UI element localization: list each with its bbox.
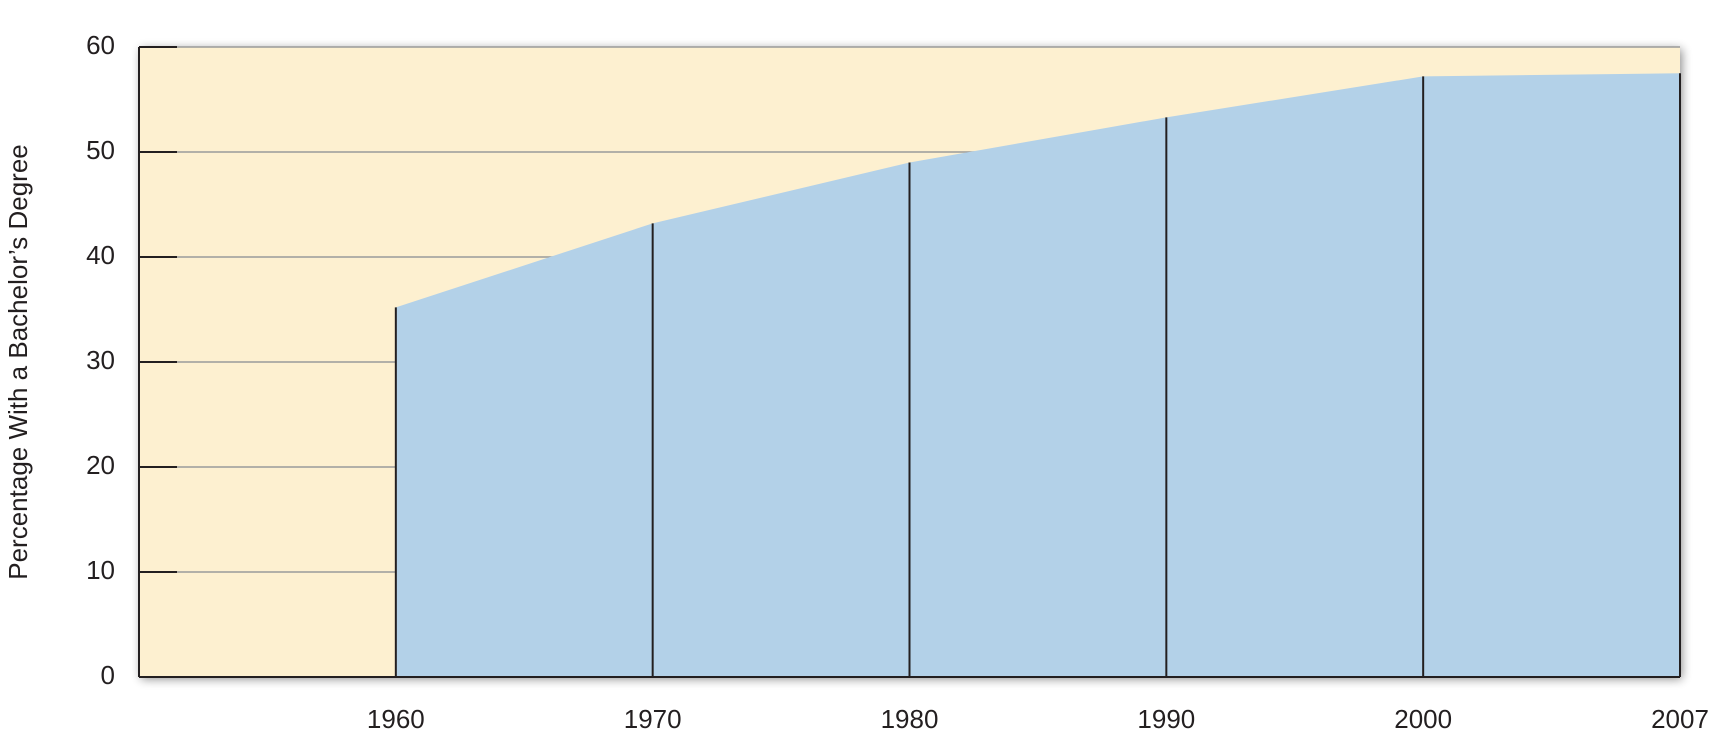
y-tick-label: 30 [86, 345, 115, 375]
x-tick-label: 1990 [1137, 704, 1195, 734]
y-tick-label: 60 [86, 30, 115, 60]
x-tick-label: 2000 [1394, 704, 1452, 734]
x-tick-label: 1980 [881, 704, 939, 734]
x-tick-label: 1960 [367, 704, 425, 734]
y-tick-label: 40 [86, 240, 115, 270]
y-tick-label: 20 [86, 450, 115, 480]
y-tick-label: 50 [86, 135, 115, 165]
x-tick-label: 1970 [624, 704, 682, 734]
y-axis-label: Percentage With a Bachelor’s Degree [3, 144, 33, 580]
x-tick-label: 2007 [1651, 704, 1709, 734]
y-tick-label: 10 [86, 555, 115, 585]
area [395, 73, 1680, 677]
y-tick-label: 0 [101, 660, 115, 690]
